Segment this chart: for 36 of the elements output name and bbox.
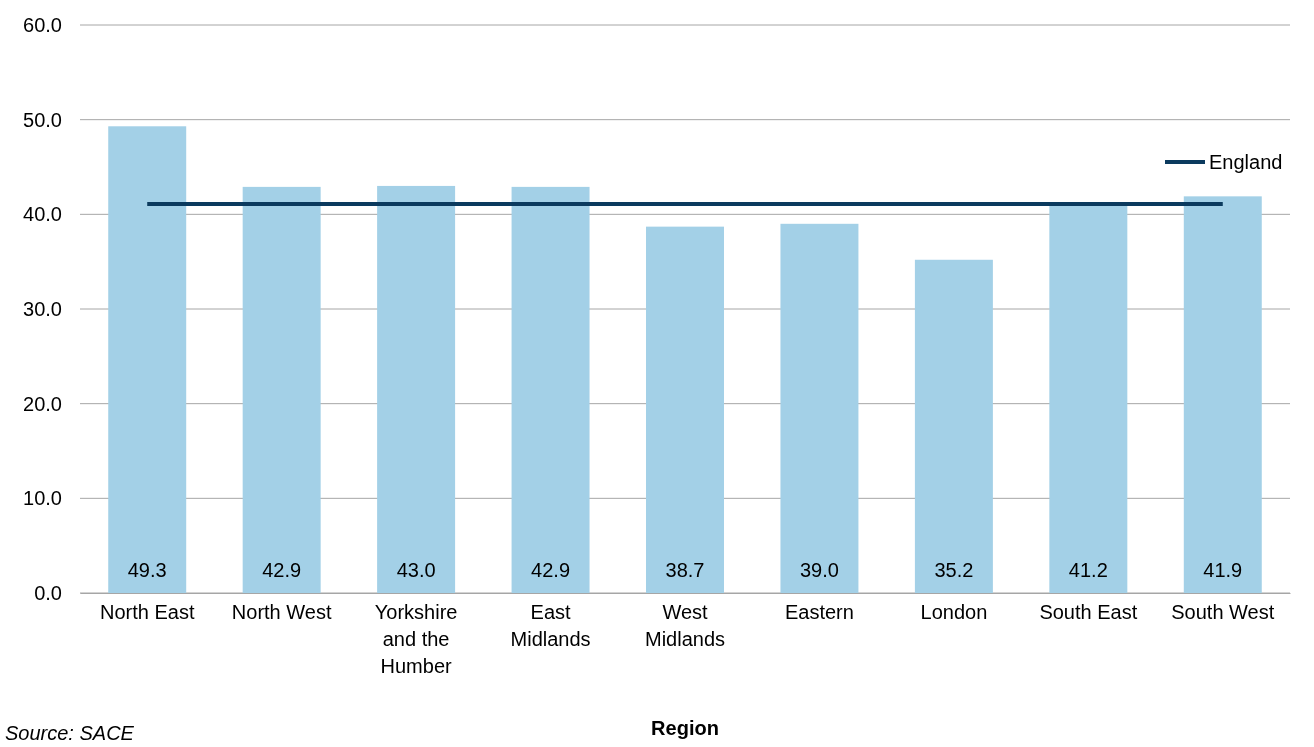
x-axis-title: Region: [651, 717, 719, 739]
data-label: 39.0: [799, 559, 839, 581]
y-tick-label: 10.0: [23, 487, 62, 510]
x-tick-label: Eastern: [784, 601, 854, 624]
x-tick-label: East Midlands: [510, 601, 591, 651]
y-tick-label: 0.0: [34, 581, 62, 604]
bar: [1183, 196, 1262, 593]
bar: [914, 259, 993, 593]
y-tick-label: 60.0: [23, 13, 62, 36]
x-tick-label: West Midlands: [644, 601, 726, 651]
x-tick-label: South East: [1039, 601, 1138, 624]
data-label: 42.9: [531, 559, 571, 581]
y-tick-label: 40.0: [23, 203, 62, 226]
data-label: 35.2: [934, 559, 974, 581]
data-label: 41.9: [1203, 559, 1243, 581]
x-tick-label: North West: [231, 601, 332, 624]
x-tick-label: North East: [99, 601, 195, 624]
data-label: 38.7: [665, 559, 705, 581]
data-label: 42.9: [262, 559, 302, 581]
bar: [511, 186, 590, 593]
bar: [242, 186, 321, 593]
x-tick-label: Yorkshire and the Humber: [374, 601, 458, 678]
y-tick-label: 50.0: [23, 108, 62, 131]
data-label: 41.2: [1068, 559, 1108, 581]
data-label: 49.3: [127, 559, 167, 581]
y-tick-label: 20.0: [23, 392, 62, 415]
bar: [646, 226, 724, 593]
bar: [780, 223, 859, 593]
bar: [377, 185, 456, 593]
data-label: 43.0: [396, 559, 436, 581]
x-tick-label: South West: [1171, 601, 1275, 624]
bar: [108, 126, 187, 593]
source-note: Source: SACE: [5, 722, 135, 744]
legend-label: England: [1209, 151, 1283, 173]
y-tick-label: 30.0: [23, 297, 62, 320]
x-tick-label: London: [920, 601, 988, 624]
